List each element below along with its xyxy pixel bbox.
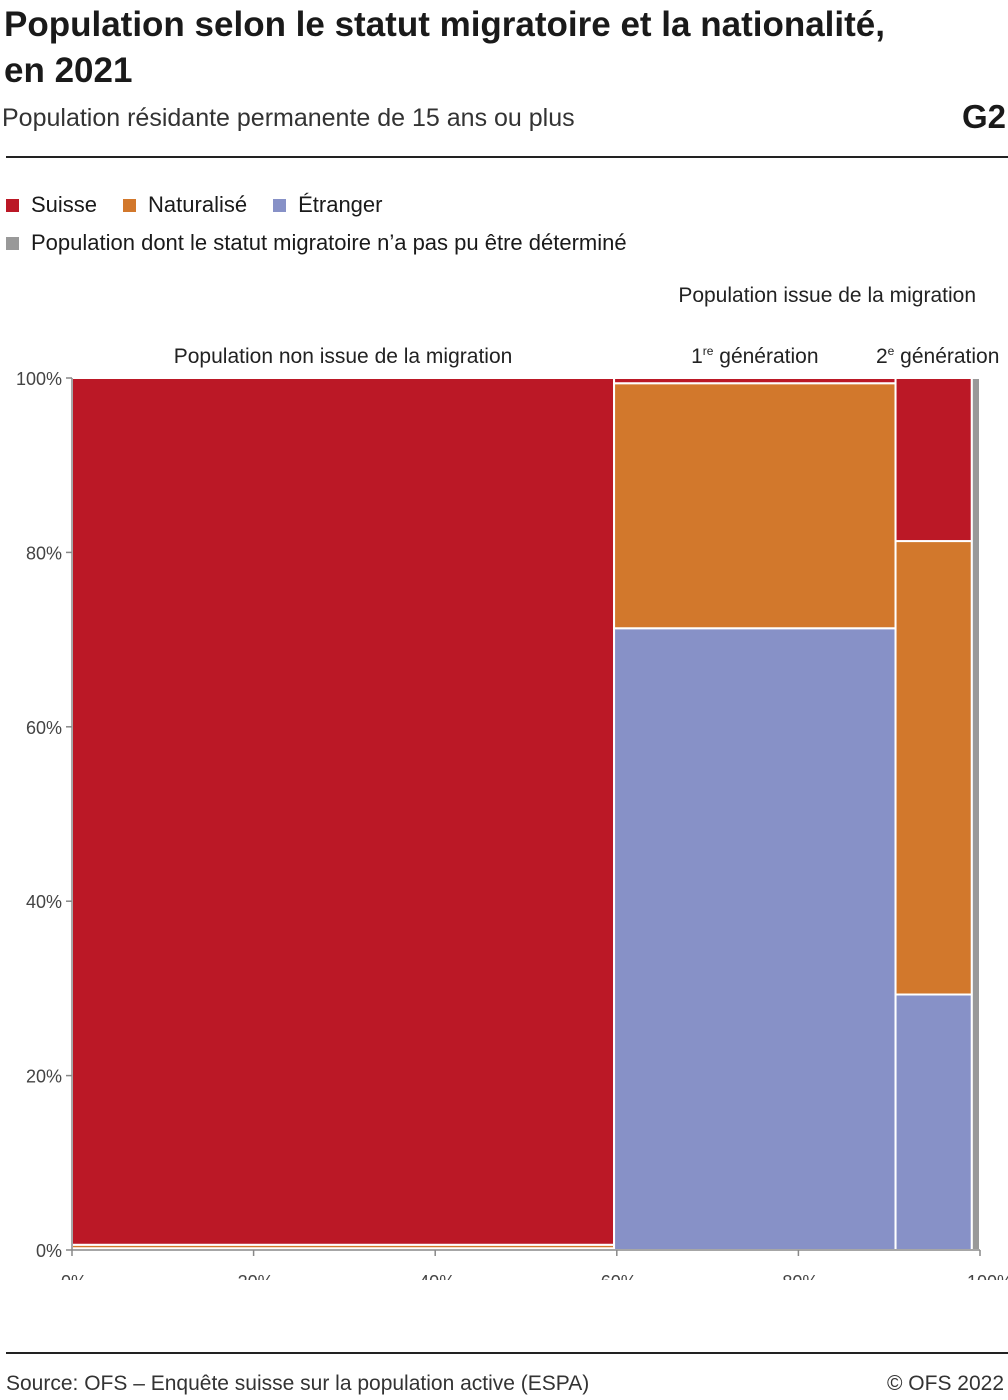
- legend-swatch: [123, 198, 137, 212]
- chart-subtitle: Population résidante permanente de 15 an…: [2, 104, 575, 132]
- bar-segment: [613, 377, 897, 385]
- column-label: Population non issue de la migration: [174, 345, 513, 368]
- legend: Suisse Naturalisé Étranger Population do…: [6, 190, 653, 266]
- y-tick-label: 20%: [26, 1067, 62, 1087]
- legend-label: Étranger: [298, 192, 383, 217]
- x-tick-label: 40%: [419, 1272, 455, 1280]
- x-tick-label: 80%: [782, 1272, 818, 1280]
- y-tick-label: 100%: [16, 369, 62, 389]
- y-tick-label: 0%: [36, 1241, 62, 1261]
- legend-swatch: [6, 236, 19, 250]
- chart-title: Population selon le statut migratoire et…: [4, 5, 885, 90]
- bar-segment: [894, 377, 973, 543]
- legend-swatch: [273, 198, 287, 212]
- legend-label: Suisse: [31, 192, 98, 217]
- bar-segment: [894, 993, 973, 1252]
- legend-item-suisse: Suisse: [6, 192, 97, 218]
- bar-segment: [613, 382, 897, 630]
- y-tick-label: 40%: [26, 892, 62, 912]
- column-label: 1re génération: [691, 344, 818, 368]
- x-tick-label: 20%: [238, 1272, 274, 1280]
- y-tick-label: 60%: [26, 718, 62, 738]
- x-tick-label: 100%: [967, 1272, 1008, 1280]
- legend-item-indetermine: Population dont le statut migratoire n’a…: [6, 230, 627, 256]
- footer-rule: [6, 1352, 1008, 1354]
- bar-segment: [970, 377, 982, 1251]
- bar-segment: [71, 377, 616, 1246]
- legend-item-naturalise: Naturalisé: [123, 192, 247, 218]
- legend-label: Population dont le statut migratoire n’a…: [31, 230, 627, 255]
- mekko-chart: 0% 20% 40% 60% 80% 100% 0% 20% 40% 60% 80% 100% Pop…: [16, 284, 1008, 1280]
- header-rule: [6, 156, 1008, 158]
- copyright: © OFS 2022: [886, 1372, 1004, 1395]
- legend-item-etranger: Étranger: [273, 192, 382, 218]
- graphic-number: G2: [961, 98, 1006, 135]
- x-tick-label: 0%: [61, 1272, 87, 1280]
- legend-swatch: [6, 198, 19, 212]
- legend-label: Naturalisé: [148, 192, 248, 217]
- x-tick-label: 60%: [601, 1272, 637, 1280]
- group-label: Population issue de la migration: [678, 284, 976, 307]
- column-label: 2e génération: [876, 344, 999, 368]
- bar-segment: [894, 540, 973, 996]
- bar-segment: [613, 627, 897, 1252]
- y-tick-label: 80%: [26, 543, 62, 563]
- source-note: Source: OFS – Enquête suisse sur la popu…: [6, 1372, 590, 1395]
